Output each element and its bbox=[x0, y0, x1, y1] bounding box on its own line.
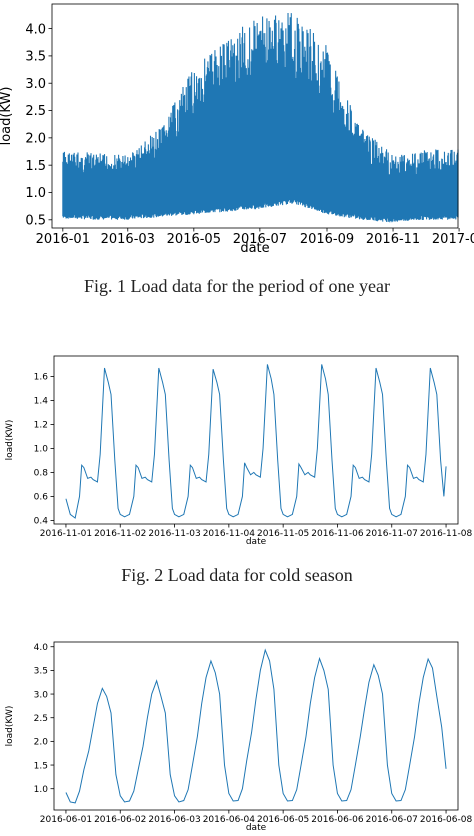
chart-year: 0.5 1.0 1.5 2.0 2.5 3.0 3.5 4.0 2016-01 2016-03 20… bbox=[0, 3, 474, 256]
y-tick-label: 1.6 bbox=[34, 373, 49, 383]
y-tick-label: 1.0 bbox=[34, 785, 49, 795]
x-tick-label: 2016-11-03 bbox=[148, 529, 200, 539]
x-tick-label: 2016-06-08 bbox=[420, 815, 473, 825]
y-tick-label: 2.0 bbox=[34, 738, 49, 748]
plot-group bbox=[65, 364, 447, 519]
series-line bbox=[65, 364, 447, 519]
figure-3: 1.0 1.5 2.0 2.5 3.0 3.5 4.0 2016-06-01 2016-06-0… bbox=[0, 638, 474, 833]
x-tick-label: 2016-11-08 bbox=[420, 529, 473, 539]
plot-frame bbox=[51, 3, 459, 229]
series-line bbox=[65, 648, 447, 804]
x-tick-label: 2016-11 bbox=[366, 232, 420, 247]
y-tick-label: 0.4 bbox=[34, 517, 49, 527]
y-axis-label: load(KW) bbox=[5, 706, 15, 747]
y-tick-label: 4.0 bbox=[25, 22, 46, 37]
caption-fig2: Fig. 2 Load data for cold season bbox=[121, 565, 353, 585]
y-tick-label: 2.0 bbox=[25, 132, 46, 147]
x-tick-label: 2016-01 bbox=[36, 232, 90, 247]
plot-frame bbox=[53, 355, 459, 525]
x-tick-label: 2016-06-05 bbox=[257, 815, 309, 825]
figure-1: 0.5 1.0 1.5 2.0 2.5 3.0 3.5 4.0 2016-01 2016-03 20… bbox=[0, 0, 474, 258]
y-axis-label: load(KW) bbox=[0, 87, 14, 146]
x-axis-label: date bbox=[246, 537, 267, 547]
y-tick-label: 0.8 bbox=[34, 469, 49, 479]
x-axis-label: date bbox=[246, 823, 267, 832]
plot-frame bbox=[53, 641, 459, 811]
x-tick-label: 2016-06-03 bbox=[148, 815, 200, 825]
y-tick-label: 4.0 bbox=[34, 643, 49, 653]
y-tick-label: 0.6 bbox=[34, 493, 49, 503]
y-tick-label: 1.0 bbox=[34, 445, 49, 455]
x-axis-label: date bbox=[240, 241, 269, 256]
plot-group bbox=[62, 12, 459, 223]
y-tick-label: 0.5 bbox=[25, 213, 46, 228]
y-tick-label: 1.5 bbox=[34, 761, 48, 771]
plot-group bbox=[65, 648, 447, 804]
x-tick-label: 2017-01 bbox=[432, 232, 474, 247]
x-tick-label: 2016-11-04 bbox=[203, 529, 256, 539]
x-tick-label: 2016-11-07 bbox=[366, 529, 418, 539]
x-tick-label: 2016-11-02 bbox=[94, 529, 146, 539]
x-tick-label: 2016-03 bbox=[101, 232, 155, 247]
y-tick-label: 1.5 bbox=[25, 159, 46, 174]
x-tick-label: 2016-05 bbox=[167, 232, 221, 247]
x-tick-label: 2016-06-02 bbox=[94, 815, 146, 825]
y-axis-label: load(KW) bbox=[5, 420, 15, 461]
x-tick-label: 2016-09 bbox=[300, 232, 354, 247]
y-tick-label: 1.4 bbox=[34, 397, 49, 407]
x-tick-label: 2016-11-05 bbox=[257, 529, 309, 539]
series-line bbox=[62, 12, 459, 223]
caption-fig1: Fig. 1 Load data for the period of one y… bbox=[84, 276, 390, 296]
x-tick-label: 2016-07 bbox=[233, 232, 287, 247]
y-tick-label: 2.5 bbox=[25, 104, 46, 119]
y-tick-label: 3.0 bbox=[25, 77, 46, 92]
y-tick-label: 1.0 bbox=[25, 186, 46, 201]
x-tick-label: 2016-06-07 bbox=[366, 815, 418, 825]
y-tick-label: 3.5 bbox=[34, 667, 48, 677]
x-tick-label: 2016-06-04 bbox=[203, 815, 256, 825]
x-tick-label: 2016-06-06 bbox=[311, 815, 364, 825]
y-tick-label: 3.0 bbox=[34, 690, 49, 700]
x-tick-label: 2016-11-06 bbox=[311, 529, 364, 539]
y-tick-label: 1.2 bbox=[34, 421, 48, 431]
y-tick-label: 3.5 bbox=[25, 50, 46, 65]
figure-2: 0.4 0.6 0.8 1.0 1.2 1.4 1.6 2016-11-01 2016-11-0… bbox=[0, 350, 474, 550]
x-tick-label: 2016-11-01 bbox=[40, 529, 92, 539]
y-tick-label: 2.5 bbox=[34, 714, 48, 724]
x-tick-label: 2016-06-01 bbox=[40, 815, 92, 825]
